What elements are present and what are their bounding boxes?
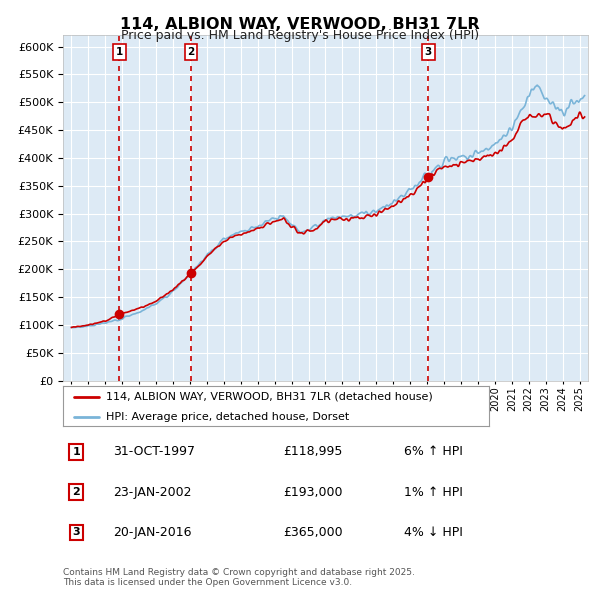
Text: 114, ALBION WAY, VERWOOD, BH31 7LR: 114, ALBION WAY, VERWOOD, BH31 7LR <box>120 17 480 31</box>
Text: Contains HM Land Registry data © Crown copyright and database right 2025.
This d: Contains HM Land Registry data © Crown c… <box>63 568 415 587</box>
Text: 23-JAN-2002: 23-JAN-2002 <box>113 486 191 499</box>
Text: 4% ↓ HPI: 4% ↓ HPI <box>404 526 463 539</box>
Text: 3: 3 <box>425 47 432 57</box>
Text: 1: 1 <box>116 47 123 57</box>
Text: 3: 3 <box>73 527 80 537</box>
Text: £365,000: £365,000 <box>284 526 343 539</box>
Text: 1% ↑ HPI: 1% ↑ HPI <box>404 486 463 499</box>
Text: 1: 1 <box>72 447 80 457</box>
Text: Price paid vs. HM Land Registry's House Price Index (HPI): Price paid vs. HM Land Registry's House … <box>121 30 479 42</box>
Text: £118,995: £118,995 <box>284 445 343 458</box>
Text: 2: 2 <box>188 47 195 57</box>
Text: 2: 2 <box>72 487 80 497</box>
Text: 31-OCT-1997: 31-OCT-1997 <box>113 445 195 458</box>
Text: HPI: Average price, detached house, Dorset: HPI: Average price, detached house, Dors… <box>106 412 349 422</box>
Text: £193,000: £193,000 <box>284 486 343 499</box>
Text: 6% ↑ HPI: 6% ↑ HPI <box>404 445 463 458</box>
Text: 114, ALBION WAY, VERWOOD, BH31 7LR (detached house): 114, ALBION WAY, VERWOOD, BH31 7LR (deta… <box>106 392 433 402</box>
Text: 20-JAN-2016: 20-JAN-2016 <box>113 526 191 539</box>
